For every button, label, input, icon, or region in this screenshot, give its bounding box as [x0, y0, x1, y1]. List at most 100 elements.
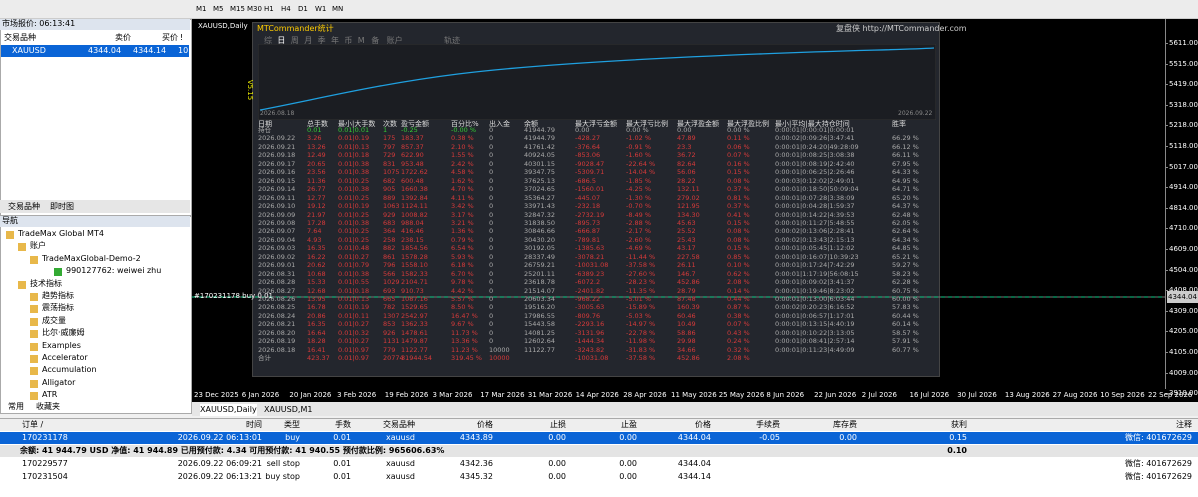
cell: 2026.09.14 — [258, 185, 296, 194]
cell: 56.06 — [677, 168, 696, 177]
timeframe-button[interactable]: W1 — [315, 5, 327, 13]
cell: -10031.08 — [575, 354, 609, 363]
tab[interactable]: 月 — [304, 36, 313, 45]
cell: 0.00 — [839, 433, 857, 442]
tab[interactable]: 币 — [344, 36, 353, 45]
cell: 16.35 — [307, 244, 326, 253]
column-header: 获利 — [951, 420, 967, 429]
cell: 2026.08.20 — [258, 328, 296, 337]
cell: 2026.08.24 — [258, 311, 296, 320]
timeframe-button[interactable]: H4 — [281, 5, 291, 13]
tree-item[interactable]: 990127762: weiwei zhu — [66, 266, 162, 276]
cell: 3.26 — [307, 134, 322, 143]
chart-tab[interactable]: XAUUSD,M1 — [264, 405, 313, 414]
cell: -1.30 % — [626, 193, 652, 202]
cell: 9.67 % — [451, 320, 474, 329]
column-header: 最大浮盈金额 — [677, 120, 719, 128]
cell: 11122.77 — [524, 345, 556, 354]
tab[interactable]: M — [357, 36, 365, 45]
cell: 0.08 % — [727, 235, 750, 244]
timeframe-button[interactable]: D1 — [298, 5, 308, 13]
column-header: 余额 — [524, 120, 538, 128]
tab[interactable]: 常用 — [8, 402, 24, 411]
tab[interactable]: 交易品种 — [8, 202, 40, 211]
tree-item[interactable]: 成交量 — [42, 315, 66, 325]
cell: 0.15 % — [727, 244, 750, 253]
cell: 31838.50 — [524, 218, 556, 227]
cell: 0.08 % — [727, 227, 750, 236]
tree-item[interactable]: ATR — [42, 390, 58, 400]
tree-item[interactable]: Accumulation — [42, 365, 97, 375]
tab[interactable]: 日 — [277, 36, 286, 45]
tree-item[interactable]: TradeMaxGlobal-Demo-2 — [42, 253, 141, 263]
cell: 1008.82 — [401, 210, 428, 219]
cell: 160.39 — [677, 303, 700, 312]
tab[interactable]: 轨迹 — [444, 36, 460, 45]
equity-curve — [258, 44, 936, 120]
cell: 26759.21 — [524, 261, 556, 270]
cell: 0.01 — [333, 459, 351, 468]
timeframe-button[interactable]: H1 — [264, 5, 274, 13]
cell: 0:00:02|0:13:06|2:28:41 — [775, 227, 855, 236]
cell: 0.00 — [575, 126, 590, 134]
tree-item[interactable]: 账户 — [30, 241, 46, 251]
date-label: 2 Jul 2026 — [861, 391, 897, 399]
tree-item[interactable]: 趋势指标 — [42, 291, 74, 300]
tab[interactable]: 周 — [290, 36, 299, 45]
tab[interactable]: 即时图 — [50, 202, 74, 211]
cell: -14.97 % — [626, 320, 656, 329]
cell: 0.87 % — [727, 303, 750, 312]
tab[interactable]: 收藏夹 — [36, 402, 60, 411]
tree-item[interactable]: Alligator — [42, 377, 76, 387]
column-header: 类型 — [284, 420, 300, 429]
tree-icon — [30, 342, 38, 351]
cell: 26.11 — [677, 261, 696, 270]
cell: 47.89 — [677, 134, 696, 143]
column-header: 手续费 — [756, 420, 780, 429]
cell: 2026.08.19 — [258, 337, 296, 346]
tab[interactable]: 年 — [331, 36, 339, 45]
summary-profit: 0.10 — [947, 446, 967, 455]
cell: 423.37 — [307, 354, 330, 363]
cell: 13.95 — [307, 295, 326, 303]
cell: 0.01|0.38 — [338, 168, 370, 177]
cell: -6072.2 — [575, 278, 601, 287]
cell: 0.00 — [548, 433, 566, 442]
timeframe-button[interactable]: M1 — [196, 5, 207, 13]
timeframe-button[interactable]: M15 — [230, 5, 245, 13]
cell: 4344.14 — [677, 472, 711, 481]
tree-item[interactable]: Examples — [42, 340, 81, 350]
tree-item[interactable]: 比尔·威廉姆 — [42, 328, 85, 338]
timeframe-button[interactable]: M30 — [247, 5, 262, 13]
tree-item[interactable]: Accelerator — [42, 353, 88, 362]
cell: -895.73 — [575, 218, 601, 227]
cell: 4.42 % — [451, 286, 474, 295]
cell: -22.64 % — [626, 159, 656, 168]
chart-tab[interactable]: XAUUSD,Daily — [200, 404, 257, 416]
cell: 0.38 % — [727, 311, 750, 320]
cell: 2.10 % — [451, 142, 474, 151]
tree-item[interactable]: 震荡指标 — [42, 303, 74, 313]
timeframe-button[interactable]: MN — [332, 5, 344, 13]
timeframe-button[interactable]: M5 — [213, 5, 224, 13]
cell: 0 — [489, 311, 494, 320]
cell: -0.25 — [401, 126, 418, 134]
cell: -2293.16 — [575, 320, 605, 329]
cell: 45.63 — [677, 218, 696, 227]
tab[interactable]: 账户 — [386, 36, 403, 45]
cell: 37625.13 — [524, 176, 556, 185]
cell: 0 — [489, 303, 494, 312]
tree-item[interactable]: 技术指标 — [30, 278, 62, 288]
cell: 796 — [383, 261, 396, 270]
tree-item[interactable]: TradeMax Global MT4 — [18, 229, 104, 238]
cell: 23.3 — [677, 142, 692, 151]
cell: 0.01|0.38 — [338, 269, 370, 278]
cell: 28.22 — [677, 176, 696, 185]
link[interactable]: 复盘侠 http://MTCommander.com — [836, 24, 967, 33]
cell: 0 — [489, 168, 494, 177]
cell: 40301.15 — [524, 159, 556, 168]
tab[interactable]: 综 — [264, 36, 272, 45]
tab[interactable]: 备 — [371, 36, 380, 45]
cell: 0.01 — [333, 433, 351, 442]
tab[interactable]: 季 — [317, 36, 326, 45]
